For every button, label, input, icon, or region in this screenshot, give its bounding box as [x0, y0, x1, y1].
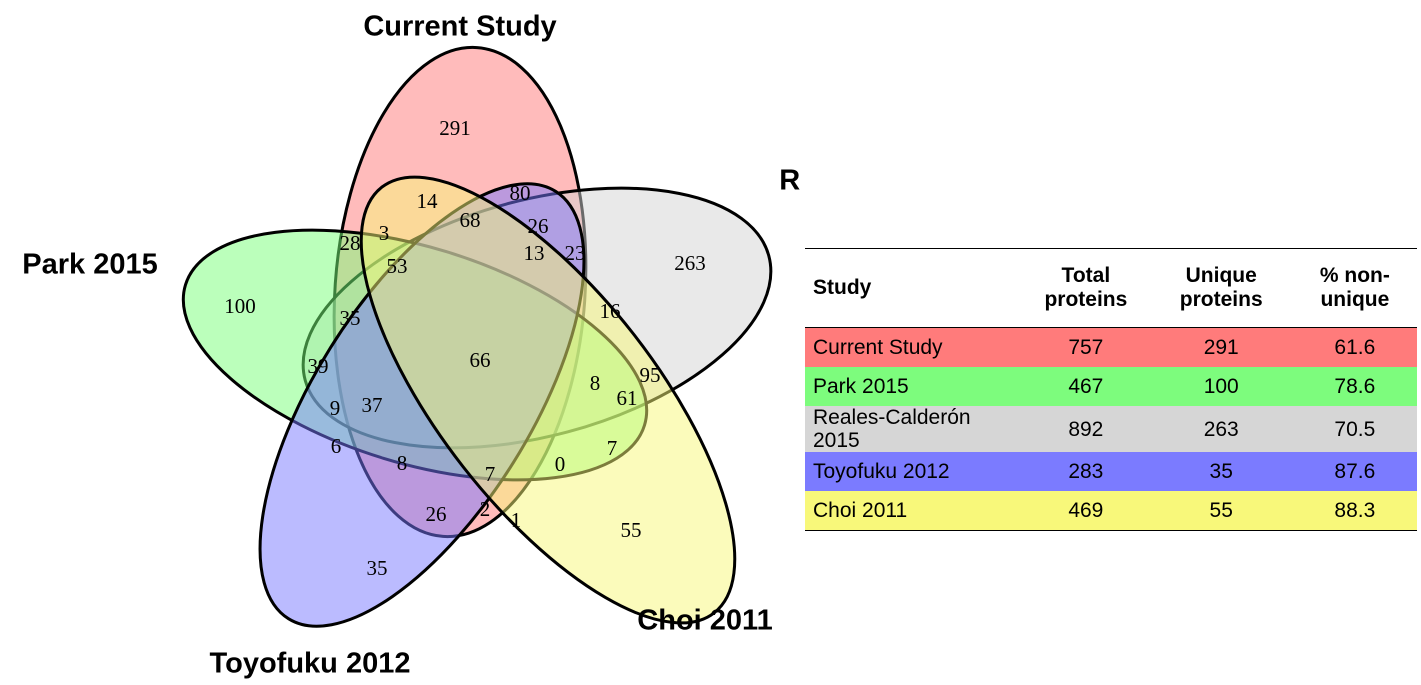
table-cell: Toyofuku 2012 — [813, 460, 950, 483]
set-label: Park 2015 — [22, 249, 157, 281]
header-cell: Unique proteins — [1149, 248, 1293, 328]
table-row: Choi 2011 469 55 88.3 — [805, 491, 1417, 531]
region-count: 68 — [460, 208, 481, 232]
region-count: 53 — [387, 254, 408, 278]
region-count: 37 — [362, 393, 383, 417]
region-count: 7 — [607, 436, 618, 460]
region-count: 28 — [340, 231, 361, 255]
set-ellipse — [359, 175, 737, 625]
set-label: Choi 2011 — [637, 605, 772, 637]
region-count: 6 — [331, 434, 342, 458]
table-cell: 469 — [1068, 499, 1104, 522]
header-cell: Total proteins — [1022, 248, 1150, 328]
table-cell: 55 — [1209, 499, 1233, 522]
header-cell: Study — [805, 248, 1022, 328]
region-count: 8 — [397, 451, 408, 475]
table-cell: 35 — [1209, 460, 1233, 483]
region-count: 13 — [524, 241, 545, 265]
summary-table: Study Total proteins Unique proteins% non-… — [805, 248, 1417, 531]
table-cell: 757 — [1068, 336, 1104, 359]
region-count: 35 — [367, 556, 388, 580]
region-count: 16 — [600, 299, 621, 323]
set-label: Reales-Calderón 2015 — [779, 165, 800, 197]
table-row: Reales-Calderón 2015 892 263 70.5 — [805, 406, 1417, 452]
region-count: 26 — [528, 214, 549, 238]
table-row: Toyofuku 2012 283 35 87.6 — [805, 452, 1417, 491]
table-cell: Park 2015 — [813, 375, 909, 398]
region-count: 61 — [617, 386, 638, 410]
region-count: 95 — [640, 363, 661, 387]
table-cell: 87.6 — [1334, 460, 1376, 483]
region-count: 26 — [426, 502, 447, 526]
table-cell: 283 — [1068, 460, 1104, 483]
region-count: 8 — [590, 371, 601, 395]
table-cell: 61.6 — [1334, 336, 1376, 359]
table-cell: 263 — [1203, 417, 1239, 441]
region-count: 55 — [621, 518, 642, 542]
header-cell: % non-unique — [1292, 248, 1417, 328]
region-count: 14 — [417, 189, 439, 213]
venn-diagram: Current Study Reales-Calderón 2015 Park … — [22, 11, 800, 680]
region-count: 66 — [470, 348, 491, 372]
region-count: 263 — [674, 251, 706, 275]
table-cell: 78.6 — [1334, 375, 1376, 398]
set-label: Current Study — [363, 11, 556, 43]
region-count: 2 — [480, 497, 491, 521]
table-cell: Current Study — [813, 336, 943, 359]
table-cell: 70.5 — [1334, 417, 1376, 441]
table-cell: Reales-Calderón 2015 — [813, 406, 971, 452]
ellipses — [181, 45, 773, 628]
table-row: Current Study 757 291 61.6 — [805, 327, 1417, 367]
region-count: 3 — [379, 221, 390, 245]
set-label: Toyofuku 2012 — [210, 648, 411, 680]
table-cell: 892 — [1068, 417, 1104, 441]
table-cell: 291 — [1203, 336, 1239, 359]
region-count: 1 — [511, 508, 522, 532]
region-count: 35 — [340, 306, 361, 330]
region-count: 0 — [555, 452, 566, 476]
region-count: 23 — [565, 241, 586, 265]
table-cell: 88.3 — [1334, 499, 1376, 522]
table-row: Park 2015 467 100 78.6 — [805, 367, 1417, 406]
region-count: 9 — [330, 396, 341, 420]
header-row: Study Total proteins Unique proteins% non-… — [805, 248, 1417, 328]
region-count: 80 — [510, 181, 531, 205]
region-count: 100 — [224, 294, 256, 318]
table-body: Current Study 757 291 61.6 Park 2015 467 100 78… — [805, 327, 1417, 531]
region-count: 291 — [439, 116, 471, 140]
table-cell: Choi 2011 — [813, 499, 908, 522]
table-cell: 467 — [1068, 375, 1104, 398]
table-cell: 100 — [1203, 375, 1239, 398]
region-count: 39 — [308, 354, 329, 378]
region-count: 7 — [485, 462, 496, 486]
